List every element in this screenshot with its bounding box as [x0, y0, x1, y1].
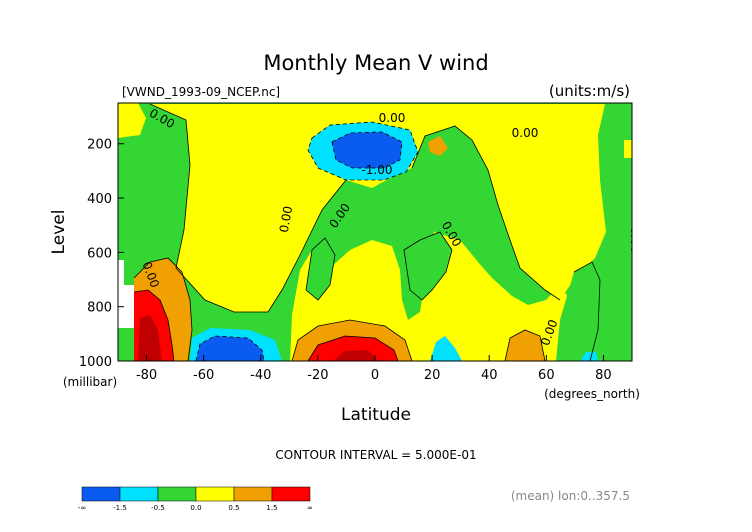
contour-label: 0.00 — [379, 111, 406, 125]
y-tick-label: 600 — [87, 246, 112, 261]
contour-fill — [404, 232, 452, 300]
colorbar-swatch — [81, 486, 121, 502]
units-label: (units:m/s) — [549, 82, 630, 100]
contour-label: 0.00 — [277, 205, 295, 234]
contour-fill — [138, 315, 162, 361]
contour-fill — [306, 238, 335, 300]
y-tick-label: 800 — [87, 301, 112, 316]
x-tick-label: 20 — [424, 368, 441, 383]
y-axis-unit: (millibar) — [63, 375, 117, 389]
contour-fill — [624, 140, 632, 158]
x-tick-label: -40 — [250, 368, 271, 383]
colorbar-swatch — [271, 486, 311, 502]
contour-fill — [430, 336, 462, 361]
y-axis: 200 400 600 800 1000 — [79, 138, 124, 370]
x-tick-label: -80 — [136, 368, 157, 383]
x-axis-unit: (degrees_north) — [544, 387, 640, 401]
contour-fill — [580, 352, 598, 361]
colorbar-swatch — [119, 486, 159, 502]
x-axis-title: Latitude — [341, 405, 411, 425]
colorbar: -∞ -1.5 -0.5 0.0 0.5 1.5 ∞ — [78, 486, 313, 512]
contour-label: 0.00 — [628, 227, 642, 254]
contour-interval-text: CONTOUR INTERVAL = 5.000E-01 — [275, 448, 476, 462]
colorbar-swatch — [233, 486, 273, 502]
contour-fill — [334, 350, 378, 361]
colorbar-swatch — [195, 486, 235, 502]
file-label: [VWND_1993-09_NCEP.nc] — [122, 85, 280, 99]
contour-fill — [308, 336, 398, 361]
contour-fill — [556, 262, 600, 361]
chart-title: Monthly Mean V wind — [263, 51, 488, 75]
contour-fill — [196, 336, 264, 361]
x-axis: -80 -60 -40 -20 0 20 40 60 80 — [136, 355, 612, 383]
x-tick-label: 40 — [481, 368, 498, 383]
colorbar-label: -0.5 — [151, 504, 165, 512]
y-axis-title: Level — [49, 210, 69, 255]
contour-label: 0.00 — [512, 126, 539, 140]
averaging-text: (mean) lon:0..357.5 — [511, 489, 630, 503]
x-tick-label: 0 — [371, 368, 379, 383]
x-tick-label: 80 — [595, 368, 612, 383]
contour-fill — [332, 132, 402, 168]
contour-field: 0.00 0.00 0.00 -1.00 0.00 0.00 0.00 0.00… — [118, 103, 642, 361]
missing-data-region — [118, 260, 134, 328]
colorbar-label: 0.0 — [190, 504, 201, 512]
contour-fill — [428, 136, 448, 156]
colorbar-label: ∞ — [307, 504, 313, 512]
x-tick-label: -20 — [307, 368, 328, 383]
contour-fill — [150, 104, 606, 312]
colorbar-swatch — [157, 486, 197, 502]
x-tick-label: 60 — [538, 368, 555, 383]
colorbar-label: 0.5 — [228, 504, 239, 512]
contour-fill — [505, 330, 545, 361]
y-tick-label: 400 — [87, 192, 112, 207]
colorbar-label: -1.5 — [113, 504, 127, 512]
colorbar-label: 1.5 — [266, 504, 277, 512]
y-tick-label: 200 — [87, 138, 112, 153]
contour-lines — [133, 103, 601, 361]
colorbar-label: -∞ — [78, 504, 86, 512]
contour-fill — [118, 103, 146, 138]
contour-label: -1.00 — [361, 163, 392, 177]
x-tick-label: -60 — [193, 368, 214, 383]
y-tick-label: 1000 — [79, 355, 112, 370]
